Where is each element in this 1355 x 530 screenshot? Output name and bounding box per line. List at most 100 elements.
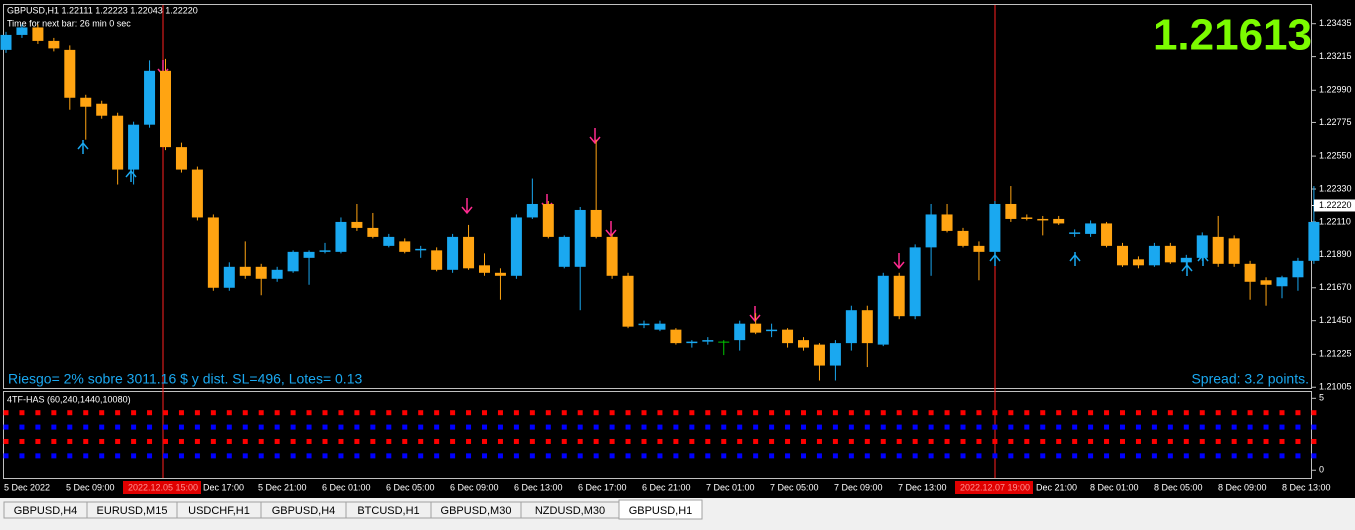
indicator-dot (1279, 410, 1285, 416)
indicator-dot (944, 424, 950, 430)
candle-body (1069, 232, 1081, 234)
indicator-dot (210, 453, 216, 459)
indicator-dot (67, 453, 73, 459)
indicator-dot (593, 424, 599, 430)
indicator-dot (3, 453, 9, 459)
indicator-dot (1183, 438, 1189, 444)
candle-body (973, 245, 985, 252)
candle-body (574, 209, 586, 267)
y-tick-label: 1.21670 (1319, 282, 1352, 292)
indicator-dot (1215, 438, 1221, 444)
indicator-dot (1151, 438, 1157, 444)
indicator-dot (226, 424, 232, 430)
candle-body (1117, 245, 1128, 266)
indicator-dot (1008, 438, 1014, 444)
indicator-dot (35, 453, 41, 459)
indicator-dot (370, 424, 376, 430)
tab-label[interactable]: GBPUSD,M30 (441, 505, 512, 517)
tab-label[interactable]: NZDUSD,M30 (535, 505, 605, 517)
indicator-dot (115, 438, 121, 444)
candle-body (287, 251, 299, 272)
indicator-dot (1135, 424, 1141, 430)
indicator-dot (450, 438, 456, 444)
indicator-dot (178, 410, 184, 416)
indicator-dot (83, 424, 89, 430)
indicator-dot (753, 453, 759, 459)
indicator-dot (673, 410, 679, 416)
indicator-dot (306, 424, 312, 430)
indicator-dot (147, 453, 153, 459)
indicator-dot (513, 453, 519, 459)
indicator-dot (322, 438, 328, 444)
indicator-dot (274, 438, 280, 444)
indicator-dot (992, 453, 998, 459)
tab-label[interactable]: GBPUSD,H4 (272, 505, 336, 517)
indicator-dot (338, 424, 344, 430)
indicator-dot (1151, 410, 1157, 416)
up-arrow (77, 140, 89, 154)
x-tick-label: 6 Dec 17:00 (578, 482, 627, 492)
indicator-dot (801, 438, 806, 444)
indicator-dot (178, 424, 184, 430)
indicator-dot (1295, 438, 1301, 444)
indicator-dot (1311, 453, 1317, 459)
indicator-dot (960, 410, 966, 416)
indicator-dot (737, 410, 743, 416)
indicator-dot (992, 410, 998, 416)
y-tick-label: 1.21225 (1319, 349, 1352, 359)
indicator-dot (226, 410, 232, 416)
indicator-dot (67, 438, 73, 444)
indicator-dot (67, 410, 73, 416)
x-tick-label: 7 Dec 13:00 (898, 482, 947, 492)
indicator-dot (1167, 438, 1173, 444)
indicator-dot (832, 424, 838, 430)
indicator-dot (944, 410, 950, 416)
indicator-dot (497, 410, 503, 416)
indicator-dot (1311, 424, 1317, 430)
candle-body (941, 214, 953, 231)
candle-body (622, 275, 634, 327)
indicator-dot (1183, 424, 1189, 430)
indicator-dot (785, 438, 791, 444)
tab-label[interactable]: EURUSD,M15 (97, 505, 168, 517)
candle-body (734, 323, 746, 341)
candle-body (1085, 223, 1097, 234)
down-arrow (589, 128, 601, 145)
indicator-dot (625, 424, 631, 430)
candle-body (494, 272, 506, 276)
indicator-dot (816, 438, 822, 444)
x-tick-label: 5 Dec 21:00 (258, 482, 307, 492)
indicator-dot (131, 453, 137, 459)
tab-label[interactable]: GBPUSD,H1 (629, 505, 693, 517)
candle-body (1244, 263, 1256, 282)
indicator-dot (482, 453, 487, 459)
indicator-dot (880, 410, 886, 416)
indicator-dot (274, 410, 280, 416)
candle-body (112, 115, 124, 170)
x-tick-label: Dec 17:00 (203, 482, 244, 492)
time-marker-box (955, 481, 1033, 494)
tab[interactable] (618, 499, 703, 520)
indicator-dot (1247, 453, 1253, 459)
indicator-dot (131, 438, 137, 444)
indicator-dot (450, 453, 456, 459)
indicator-title: 4TF-HAS (60,240,1440,10080) (7, 394, 131, 404)
indicator-dot (1263, 453, 1269, 459)
indicator-dot (705, 410, 711, 416)
time-marker-label: 2022.12.05 15:00 (128, 482, 198, 492)
indicator-dot (1215, 410, 1221, 416)
candle-body (1180, 257, 1192, 263)
tab-label[interactable]: USDCHF,H1 (188, 505, 250, 517)
candle-body (64, 49, 76, 98)
tab-label[interactable]: BTCUSD,H1 (357, 505, 419, 517)
indicator-dot (242, 424, 248, 430)
indicator-dot (466, 424, 472, 430)
tab-label[interactable]: GBPUSD,H4 (14, 505, 78, 517)
indicator-dot (1247, 438, 1253, 444)
indicator-dot (83, 438, 89, 444)
candle-body (1132, 259, 1144, 266)
candle-body (144, 70, 156, 125)
indicator-dot (51, 424, 57, 430)
indicator-dot (609, 424, 615, 430)
indicator-dot (1263, 438, 1269, 444)
